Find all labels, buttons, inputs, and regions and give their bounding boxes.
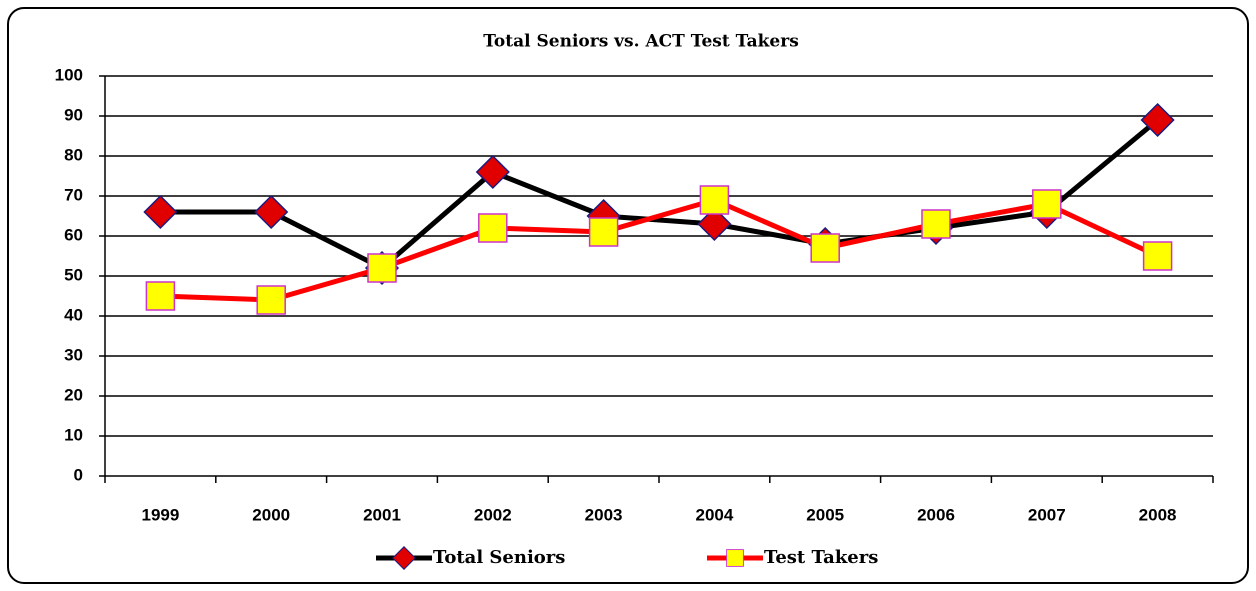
y-tick-label: 40 <box>64 305 83 324</box>
y-tick-label: 70 <box>64 185 83 204</box>
legend-label: Total Seniors <box>433 547 565 568</box>
point <box>697 206 732 242</box>
point <box>699 185 730 215</box>
y-tick-label: 100 <box>55 65 83 84</box>
x-tick-label: 2004 <box>695 505 733 524</box>
x-tick-label: 2008 <box>1139 505 1177 524</box>
y-tick-label: 50 <box>64 265 83 284</box>
point <box>1140 102 1175 138</box>
point <box>921 209 951 239</box>
y-tick-label: 20 <box>64 385 83 404</box>
point <box>1032 189 1062 219</box>
y-tick-label: 60 <box>64 225 83 244</box>
series-line <box>160 118 1160 271</box>
chart-frame <box>7 7 1249 584</box>
x-tick-label: 2002 <box>474 505 512 524</box>
x-tick-label: 1999 <box>141 505 179 524</box>
y-tick-label: 90 <box>64 105 83 124</box>
point <box>254 194 289 230</box>
x-tick-label: 2006 <box>917 505 955 524</box>
y-tick-label: 10 <box>64 425 83 444</box>
y-tick-label: 0 <box>74 465 83 484</box>
point <box>143 194 178 230</box>
point <box>478 213 508 243</box>
x-tick-label: 2007 <box>1028 505 1066 524</box>
y-tick-label: 30 <box>64 345 83 364</box>
point <box>256 285 286 315</box>
legend-label: Test Takers <box>764 547 878 568</box>
legend-marker <box>726 549 744 567</box>
point <box>810 233 840 263</box>
chart-title: Total Seniors vs. ACT Test Takers <box>483 32 799 52</box>
x-tick-label: 2000 <box>252 505 290 524</box>
point <box>588 217 619 247</box>
legend-marker <box>392 546 416 570</box>
x-tick-label: 2001 <box>363 505 401 524</box>
point <box>367 253 397 283</box>
x-tick-label: 2003 <box>585 505 623 524</box>
series-line <box>160 197 1159 303</box>
x-tick-label: 2005 <box>806 505 844 524</box>
point <box>145 281 176 311</box>
y-tick-label: 80 <box>64 145 83 164</box>
point <box>475 154 510 190</box>
point <box>1142 241 1173 271</box>
